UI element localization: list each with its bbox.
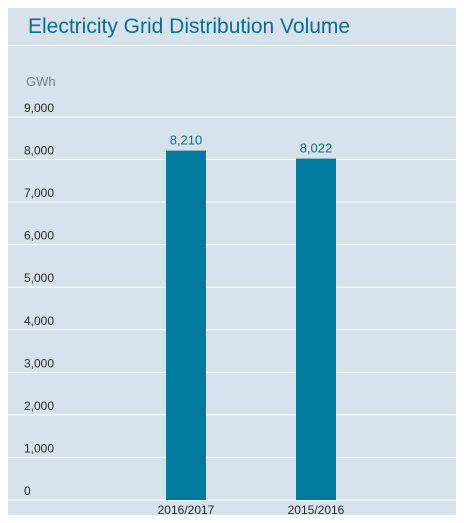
y-tick-label: 8,000 — [24, 144, 54, 158]
x-category-label: 2015/2016 — [288, 503, 345, 515]
y-tick-label: 6,000 — [24, 229, 54, 243]
data-label: 8,210 — [170, 133, 203, 148]
x-category-label: 2016/2017 — [158, 503, 215, 515]
y-tick-label: 1,000 — [24, 441, 54, 455]
chart-title: Electricity Grid Distribution Volume — [8, 8, 456, 46]
y-unit-label: GWh — [26, 74, 56, 89]
y-tick-label: 5,000 — [24, 271, 54, 285]
y-tick-label: 2,000 — [24, 399, 54, 413]
bar — [166, 150, 206, 500]
bar — [296, 158, 336, 501]
y-tick-label: 3,000 — [24, 356, 54, 370]
y-tick-label: 7,000 — [24, 186, 54, 200]
y-tick-label: 9,000 — [24, 101, 54, 115]
bar-chart: GWh 0 1,000 2,000 3,000 4,000 5,000 6,000 7,000 8… — [8, 74, 456, 515]
chart-panel: Electricity Grid Distribution Volume GWh… — [8, 8, 456, 515]
y-tick-label: 0 — [24, 484, 31, 498]
y-tick-label: 4,000 — [24, 314, 54, 328]
data-label: 8,022 — [300, 141, 333, 156]
